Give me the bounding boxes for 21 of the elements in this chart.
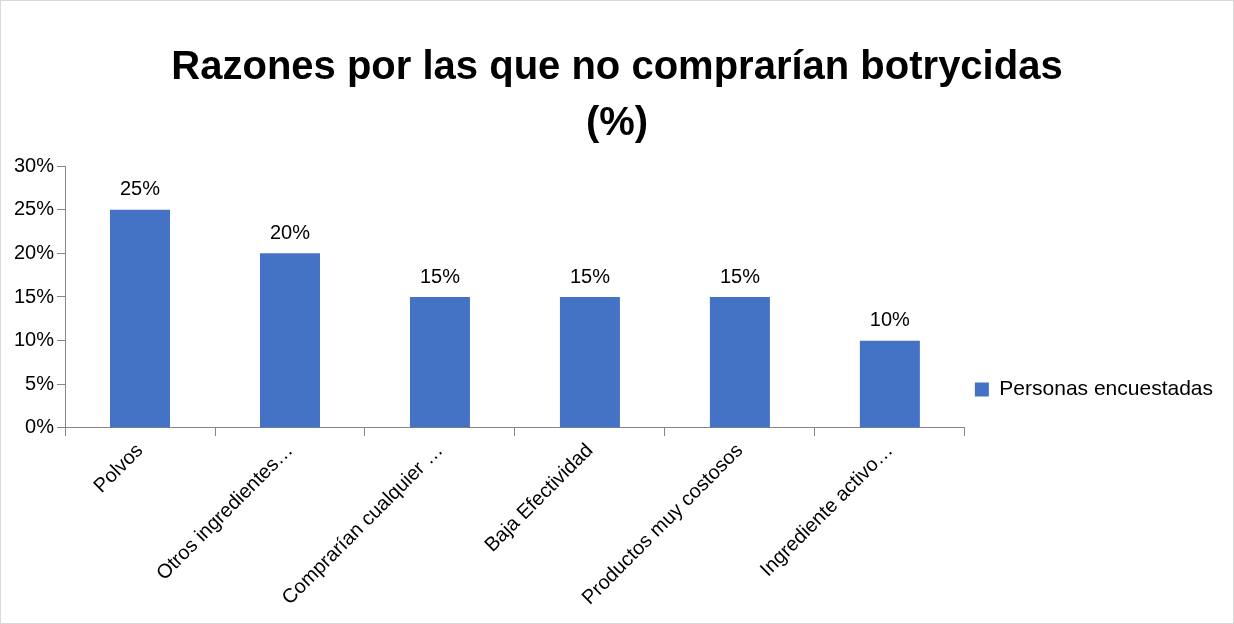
y-tick-label: 20%	[14, 240, 55, 263]
bar	[859, 340, 920, 428]
bar	[409, 296, 470, 428]
data-label: 15%	[719, 264, 761, 287]
y-tick-label: 30%	[14, 153, 55, 176]
legend-label: Personas encuestadas	[999, 376, 1213, 400]
data-label: 25%	[120, 177, 161, 200]
bar	[110, 209, 171, 428]
y-tick-label: 15%	[14, 284, 55, 307]
data-label: 20%	[269, 220, 311, 243]
bar	[259, 253, 320, 428]
data-label: 15%	[569, 264, 611, 287]
data-label: 15%	[419, 264, 461, 287]
y-tick-label: 0%	[25, 415, 55, 438]
y-tick-label: 10%	[14, 328, 55, 351]
bar	[559, 296, 620, 428]
y-tick-label: 5%	[25, 371, 55, 394]
chart-title: Razones por las que no comprarían botrycidas (%)	[170, 42, 1064, 145]
data-label: 10%	[869, 308, 911, 331]
bar	[709, 296, 770, 428]
y-tick-label: 25%	[14, 197, 55, 220]
